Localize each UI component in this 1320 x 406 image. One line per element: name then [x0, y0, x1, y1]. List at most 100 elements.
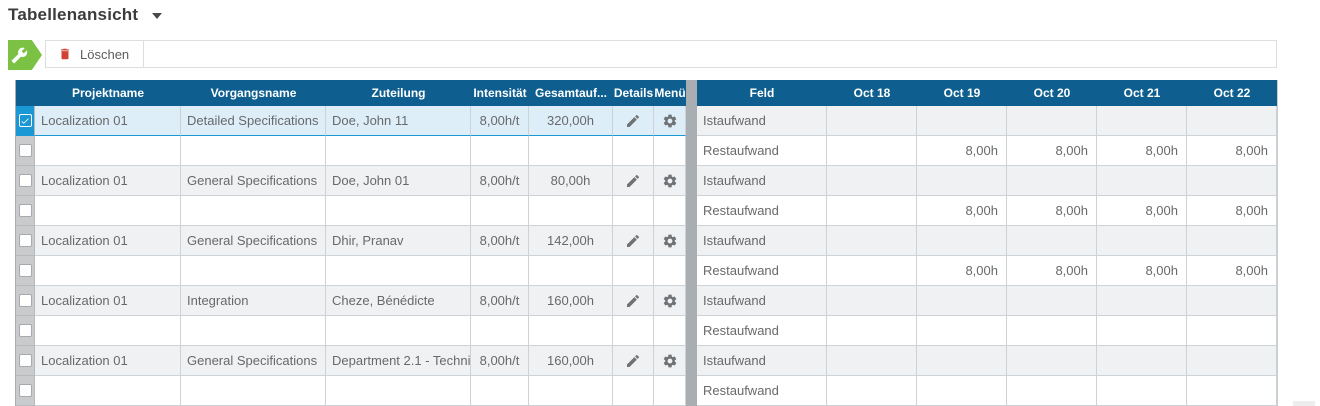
cell-day-value[interactable]: 8,00h	[1187, 256, 1277, 286]
column-header-gesamtaufwand[interactable]: Gesamtauf...	[534, 86, 608, 100]
cell-day-value[interactable]	[827, 376, 917, 406]
cell-day-value[interactable]: 8,00h	[1187, 136, 1277, 166]
cell-intensitaet[interactable]: 8,00h/t	[471, 106, 529, 136]
pane-splitter[interactable]	[686, 80, 697, 406]
row-select-checkbox[interactable]	[16, 256, 35, 286]
cell-zuteilung[interactable]: Doe, John 01	[326, 166, 471, 196]
cell-intensitaet[interactable]: 8,00h/t	[471, 346, 529, 376]
cell-vorgangsname[interactable]: General Specifications	[181, 346, 326, 376]
cell-day-value[interactable]	[827, 286, 917, 316]
details-button[interactable]	[613, 106, 654, 136]
tools-button[interactable]	[8, 40, 42, 70]
cell-zuteilung[interactable]: Dhir, Pranav	[326, 226, 471, 256]
cell-projektname[interactable]: Localization 01	[35, 106, 181, 136]
cell-day-value[interactable]	[1007, 166, 1097, 196]
row-select-checkbox[interactable]	[16, 166, 35, 196]
cell-day-value[interactable]	[1007, 376, 1097, 406]
cell-projektname[interactable]: Localization 01	[35, 166, 181, 196]
cell-vorgangsname[interactable]: General Specifications	[181, 226, 326, 256]
column-header-menue[interactable]: Menü	[654, 86, 686, 100]
cell-day-value[interactable]	[1187, 376, 1277, 406]
menu-button[interactable]	[654, 286, 686, 316]
cell-zuteilung[interactable]	[326, 136, 471, 166]
cell-gesamtaufwand[interactable]: 320,00h	[529, 106, 613, 136]
cell-intensitaet[interactable]: 8,00h/t	[471, 226, 529, 256]
column-header-details[interactable]: Details	[613, 86, 654, 100]
row-select-checkbox[interactable]	[16, 346, 35, 376]
menu-button[interactable]	[654, 346, 686, 376]
cell-vorgangsname[interactable]: General Specifications	[181, 166, 326, 196]
cell-projektname[interactable]	[35, 196, 181, 226]
cell-day-value[interactable]: 8,00h	[1097, 256, 1187, 286]
cell-zuteilung[interactable]	[326, 196, 471, 226]
cell-vorgangsname[interactable]	[181, 196, 326, 226]
cell-day-value[interactable]	[1097, 106, 1187, 136]
cell-day-value[interactable]: 8,00h	[1007, 196, 1097, 226]
cell-day-value[interactable]	[1187, 226, 1277, 256]
cell-day-value[interactable]	[1097, 286, 1187, 316]
column-header-date[interactable]: Oct 21	[1123, 86, 1161, 100]
cell-gesamtaufwand[interactable]	[529, 376, 613, 406]
cell-day-value[interactable]	[1097, 226, 1187, 256]
details-button[interactable]	[613, 286, 654, 316]
cell-gesamtaufwand[interactable]: 142,00h	[529, 226, 613, 256]
cell-vorgangsname[interactable]: Detailed Specifications	[181, 106, 326, 136]
details-button[interactable]	[613, 346, 654, 376]
cell-intensitaet[interactable]: 8,00h/t	[471, 286, 529, 316]
cell-day-value[interactable]: 8,00h	[917, 136, 1007, 166]
menu-button[interactable]	[654, 226, 686, 256]
cell-day-value[interactable]	[917, 346, 1007, 376]
cell-day-value[interactable]	[917, 106, 1007, 136]
cell-day-value[interactable]	[917, 286, 1007, 316]
menu-button[interactable]	[654, 106, 686, 136]
cell-day-value[interactable]	[1007, 286, 1097, 316]
cell-projektname[interactable]: Localization 01	[35, 226, 181, 256]
cell-day-value[interactable]: 8,00h	[1097, 196, 1187, 226]
cell-day-value[interactable]	[827, 226, 917, 256]
cell-zuteilung[interactable]	[326, 256, 471, 286]
column-header-date[interactable]: Oct 20	[1033, 86, 1071, 100]
cell-projektname[interactable]	[35, 316, 181, 346]
cell-projektname[interactable]	[35, 256, 181, 286]
cell-day-value[interactable]	[1097, 316, 1187, 346]
delete-button[interactable]: Löschen	[46, 41, 145, 67]
cell-day-value[interactable]: 8,00h	[1097, 136, 1187, 166]
cell-day-value[interactable]	[1007, 106, 1097, 136]
cell-day-value[interactable]	[1187, 316, 1277, 346]
cell-day-value[interactable]	[1007, 346, 1097, 376]
cell-day-value[interactable]	[1097, 166, 1187, 196]
column-header-date[interactable]: Oct 18	[853, 86, 891, 100]
cell-vorgangsname[interactable]	[181, 316, 326, 346]
cell-day-value[interactable]: 8,00h	[1007, 136, 1097, 166]
cell-day-value[interactable]	[827, 346, 917, 376]
menu-button[interactable]	[654, 166, 686, 196]
cell-zuteilung[interactable]: Doe, John 11	[326, 106, 471, 136]
cell-day-value[interactable]	[917, 376, 1007, 406]
cell-projektname[interactable]	[35, 136, 181, 166]
cell-zuteilung[interactable]	[326, 376, 471, 406]
cell-day-value[interactable]	[1007, 226, 1097, 256]
cell-day-value[interactable]	[827, 256, 917, 286]
details-button[interactable]	[613, 166, 654, 196]
cell-intensitaet[interactable]: 8,00h/t	[471, 166, 529, 196]
cell-zuteilung[interactable]	[326, 316, 471, 346]
cell-gesamtaufwand[interactable]	[529, 316, 613, 346]
cell-day-value[interactable]	[1187, 346, 1277, 376]
cell-gesamtaufwand[interactable]: 160,00h	[529, 346, 613, 376]
cell-day-value[interactable]	[827, 166, 917, 196]
column-header-feld[interactable]: Feld	[749, 86, 775, 100]
cell-intensitaet[interactable]	[471, 376, 529, 406]
view-selector-dropdown[interactable]: Tabellenansicht	[8, 5, 163, 25]
cell-day-value[interactable]	[1187, 166, 1277, 196]
row-select-checkbox[interactable]	[16, 196, 35, 226]
cell-gesamtaufwand[interactable]: 160,00h	[529, 286, 613, 316]
cell-intensitaet[interactable]	[471, 256, 529, 286]
cell-zuteilung[interactable]: Department 2.1 - Techni...	[326, 346, 471, 376]
column-header-vorgangsname[interactable]: Vorgangsname	[210, 86, 297, 100]
row-select-checkbox[interactable]	[16, 376, 35, 406]
column-header-date[interactable]: Oct 22	[1213, 86, 1251, 100]
horizontal-scrollbar[interactable]	[1293, 401, 1315, 406]
cell-day-value[interactable]	[917, 316, 1007, 346]
cell-vorgangsname[interactable]	[181, 136, 326, 166]
cell-day-value[interactable]	[1097, 376, 1187, 406]
